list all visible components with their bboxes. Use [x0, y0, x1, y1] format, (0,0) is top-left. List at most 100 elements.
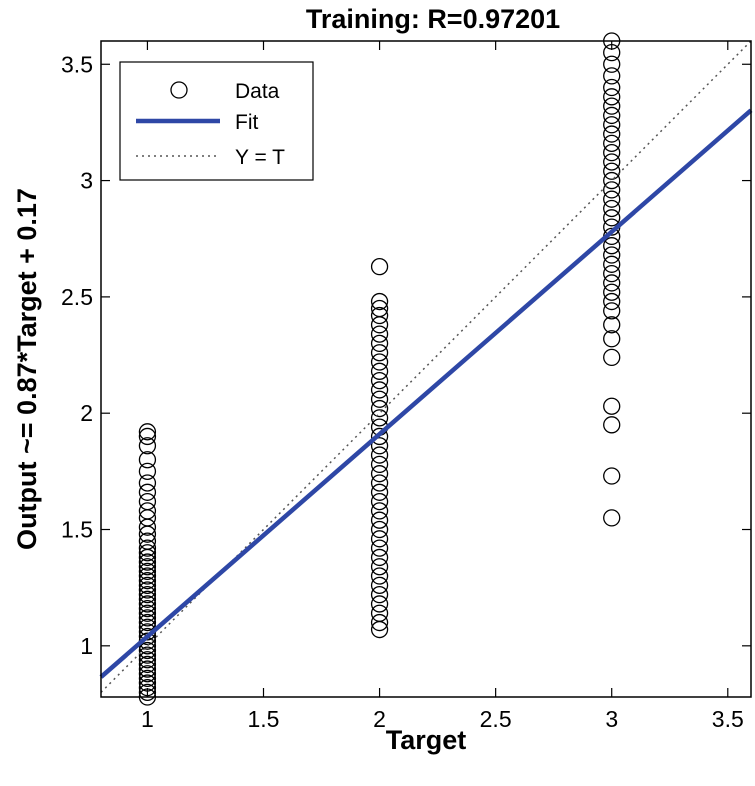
data-point-1-25	[370, 390, 389, 408]
data-point-2-31	[603, 78, 621, 97]
data-point-2-3	[603, 397, 621, 415]
data-point-0-43	[138, 437, 157, 455]
data-point-1-2	[370, 604, 389, 622]
data-point-2-12	[603, 255, 621, 273]
data-point-2-1	[603, 467, 621, 485]
ticks-layer: 1 1.5 2 2.5 3 3.5 1 1.5 2 2.5 3 3.5	[61, 41, 751, 732]
data-point-2-26	[603, 125, 621, 143]
legend-identity-label: Y = T	[235, 146, 285, 169]
data-point-1-16	[370, 474, 389, 492]
x-tick-label-1: 1.5	[248, 706, 280, 732]
data-point-0-22	[138, 585, 157, 604]
data-point-1-37	[370, 257, 389, 276]
data-point-2-8	[603, 292, 621, 311]
data-point-1-29	[370, 353, 389, 371]
data-point-0-21	[138, 590, 157, 608]
data-point-2-17	[603, 209, 621, 227]
data-point-0-13	[138, 627, 157, 646]
data-point-2-28	[603, 106, 621, 125]
data-point-0-29	[138, 553, 157, 571]
data-point-0-23	[138, 581, 157, 599]
data-point-0-44	[138, 427, 157, 446]
data-point-0-40	[138, 474, 157, 492]
chart-title: Training: R=0.97201	[306, 4, 560, 34]
data-point-2-25	[603, 134, 621, 153]
data-point-2-6	[603, 316, 621, 334]
data-point-2-24	[603, 144, 621, 162]
data-point-0-45	[138, 423, 157, 441]
y-tick-label-4: 3	[80, 168, 93, 194]
data-point-0-1	[138, 683, 157, 701]
data-point-1-24	[370, 399, 389, 418]
y-tick-label-3: 2.5	[61, 284, 93, 310]
data-point-1-11	[370, 520, 389, 539]
data-point-0-33	[138, 532, 157, 550]
data-point-1-34	[370, 306, 389, 325]
data-point-0-6	[138, 660, 157, 678]
data-point-1-14	[370, 492, 389, 511]
data-point-2-18	[603, 199, 621, 218]
data-point-2-20	[603, 181, 621, 199]
data-point-1-18	[370, 455, 389, 474]
data-point-0-28	[138, 558, 157, 576]
data-point-1-1	[370, 613, 389, 632]
data-point-2-32	[603, 67, 621, 85]
y-tick-label-2: 2	[80, 400, 93, 426]
data-point-2-5	[603, 330, 621, 348]
data-point-0-41	[138, 462, 157, 481]
data-point-2-9	[603, 283, 621, 301]
data-point-2-23	[603, 153, 621, 171]
data-point-2-27	[603, 116, 621, 134]
data-point-1-23	[370, 409, 389, 427]
data-point-1-10	[370, 530, 389, 548]
data-point-1-32	[370, 325, 389, 343]
data-point-1-6	[370, 567, 389, 585]
data-point-1-36	[370, 292, 389, 311]
data-point-2-30	[603, 88, 621, 106]
y-axis-label: Output ~= 0.87*Target + 0.17	[12, 188, 42, 550]
data-point-1-4	[370, 585, 389, 604]
data-point-1-28	[370, 362, 389, 380]
data-point-2-10	[603, 274, 621, 292]
data-point-0-10	[138, 641, 157, 660]
data-point-1-21	[370, 427, 389, 446]
data-point-0-39	[138, 483, 157, 501]
data-point-2-4	[603, 348, 621, 367]
data-point-0-7	[138, 655, 157, 674]
data-point-0-25	[138, 572, 157, 590]
x-tick-label-0: 1	[141, 706, 154, 732]
y-tick-label-1: 1.5	[61, 517, 93, 543]
data-point-0-18	[138, 604, 157, 622]
data-point-0-24	[138, 576, 157, 594]
data-point-1-30	[370, 344, 389, 362]
data-layer	[138, 32, 621, 706]
data-point-1-8	[370, 548, 389, 567]
data-point-0-32	[138, 539, 157, 557]
x-axis-label: Target	[386, 725, 467, 755]
data-point-1-7	[370, 558, 389, 576]
data-point-0-4	[138, 669, 157, 688]
data-point-0-27	[138, 562, 157, 581]
data-point-0-9	[138, 646, 157, 664]
data-point-0-31	[138, 544, 157, 562]
data-point-0-17	[138, 609, 157, 627]
data-point-1-9	[370, 539, 389, 557]
legend-data-label: Data	[235, 80, 280, 103]
plot-frame	[100, 40, 752, 698]
data-point-1-27	[370, 371, 389, 390]
data-point-0-26	[138, 567, 157, 585]
data-point-2-13	[603, 246, 621, 264]
data-point-0-38	[138, 492, 157, 511]
data-point-1-31	[370, 334, 389, 353]
data-point-0-16	[138, 613, 157, 632]
lines-layer	[99, 40, 753, 693]
x-tick-label-2: 2	[373, 706, 386, 732]
legend-data-marker	[170, 81, 188, 99]
data-point-2-22	[603, 162, 621, 180]
data-point-1-13	[370, 502, 389, 520]
data-point-1-20	[370, 437, 389, 455]
data-point-0-42	[138, 451, 157, 469]
data-point-1-19	[370, 446, 389, 464]
data-point-1-5	[370, 576, 389, 594]
